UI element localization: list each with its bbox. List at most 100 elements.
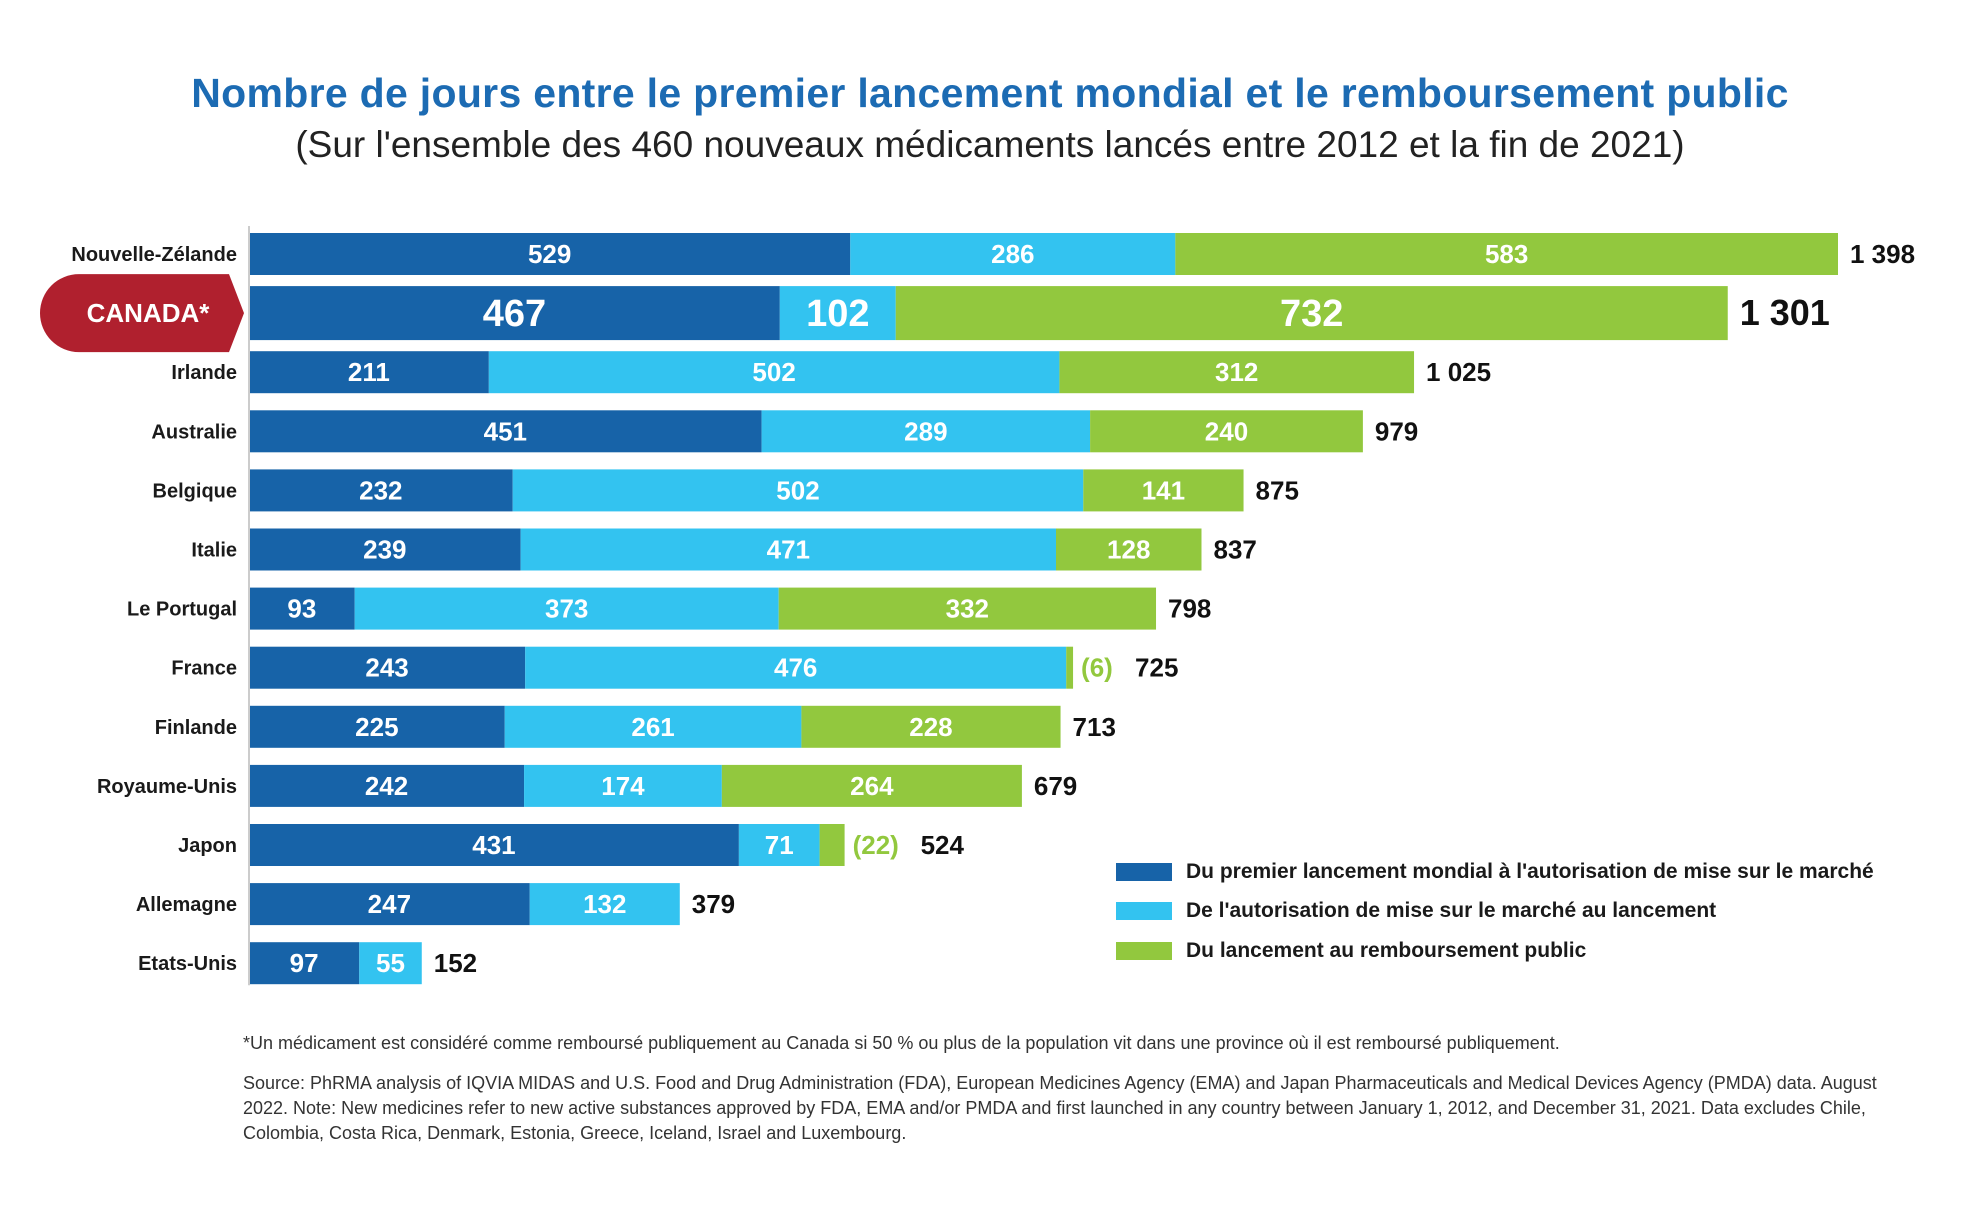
bar-segment-nouvelle-zelande-reimbursement: [1175, 233, 1838, 275]
bar-segment-finlande-approval: [249, 705, 505, 748]
segment-label-royaume-unis-launch: 174: [601, 771, 645, 801]
segment-label-australie-launch: 289: [904, 416, 947, 446]
category-label-le-portugal: Le Portugal: [127, 599, 237, 621]
total-label-etats-unis: 152: [434, 948, 477, 978]
category-label-japon: Japon: [178, 835, 237, 857]
total-label-italie: 837: [1213, 535, 1256, 565]
segment-label-finlande-reimbursement: 228: [909, 712, 952, 742]
bar-segment-canada-launch: [779, 286, 896, 341]
segment-label-finlande-approval: 225: [355, 712, 398, 742]
bar-segment-allemagne-approval: [249, 883, 530, 926]
bar-segment-etats-unis-launch: [359, 942, 422, 985]
total-label-france: 725: [1135, 653, 1178, 683]
segment-label-allemagne-approval: 247: [368, 889, 411, 919]
bar-segment-japon-approval: [249, 824, 739, 866]
segment-label-etats-unis-launch: 55: [376, 948, 405, 978]
chart-title: Nombre de jours entre le premier lanceme…: [191, 70, 1789, 116]
segment-label-australie-reimbursement: 240: [1205, 416, 1248, 446]
stacked-bar-chart: Nouvelle-Zélande 529 286 583 1 398 CANADA* 467…: [39, 226, 1915, 986]
bar-segment-italie-launch: [520, 528, 1057, 571]
bar-segment-australie-reimbursement: [1090, 410, 1363, 453]
legend-label-approval: Du premier lancement mondial à l'autoris…: [1186, 859, 1874, 883]
legend-label-reimbursement: Du lancement au remboursement public: [1186, 938, 1587, 962]
bar-segment-le-portugal-approval: [249, 587, 355, 630]
bar-segment-etats-unis-approval: [249, 942, 360, 985]
bar-segment-italie-approval: [249, 528, 521, 571]
total-label-japon: 524: [921, 830, 965, 860]
bar-segment-le-portugal-launch: [354, 587, 779, 630]
bar-segment-royaume-unis-launch: [524, 764, 722, 807]
canada-badge: [39, 274, 244, 353]
bar-segment-japon-reimbursement: [819, 824, 845, 866]
segment-label-belgique-approval: 232: [359, 475, 402, 505]
category-label-canada: CANADA*: [87, 298, 211, 328]
bar-segment-belgique-approval: [249, 469, 513, 512]
chart-legend: Du premier lancement mondial à l'autoris…: [1116, 852, 1874, 971]
segment-label-france-approval: 243: [365, 653, 408, 683]
category-label-france: France: [171, 658, 237, 680]
bar-segment-belgique-reimbursement: [1083, 469, 1244, 512]
bar-segment-allemagne-launch: [529, 883, 680, 926]
bar-segment-nouvelle-zelande-launch: [850, 233, 1176, 275]
category-label-australie: Australie: [151, 421, 237, 443]
bar-segment-nouvelle-zelande-approval: [249, 233, 851, 275]
segment-label-finlande-launch: 261: [631, 712, 674, 742]
segment-label-belgique-reimbursement: 141: [1142, 475, 1185, 505]
total-label-belgique: 875: [1256, 475, 1299, 505]
bar-segment-royaume-unis-reimbursement: [721, 764, 1022, 807]
bar-segment-australie-approval: [249, 410, 762, 453]
total-label-allemagne: 379: [692, 889, 735, 919]
segment-label-canada-approval: 467: [483, 293, 546, 335]
category-label-belgique: Belgique: [153, 480, 237, 502]
total-label-irlande: 1 025: [1426, 357, 1491, 387]
category-label-irlande: Irlande: [171, 362, 237, 384]
segment-label-royaume-unis-reimbursement: 264: [850, 771, 894, 801]
segment-label-canada-reimbursement: 732: [1280, 293, 1343, 335]
category-label-nouvelle-zelande: Nouvelle-Zélande: [71, 244, 237, 266]
segment-label-irlande-reimbursement: 312: [1215, 357, 1258, 387]
segment-label-le-portugal-reimbursement: 332: [946, 594, 989, 624]
segment-label-etats-unis-approval: 97: [290, 948, 319, 978]
bar-segment-irlande-reimbursement: [1059, 351, 1415, 394]
category-label-royaume-unis: Royaume-Unis: [97, 776, 237, 798]
category-label-etats-unis: Etats-Unis: [138, 953, 237, 975]
bar-segment-france-launch: [525, 646, 1067, 689]
segment-label-nouvelle-zelande-reimbursement: 583: [1485, 239, 1528, 269]
bar-segment-belgique-launch: [512, 469, 1084, 512]
category-label-allemagne: Allemagne: [136, 894, 237, 916]
segment-label-italie-reimbursement: 128: [1107, 535, 1150, 565]
legend-swatch-launch: [1116, 902, 1172, 921]
bar-segment-royaume-unis-approval: [249, 764, 525, 807]
legend-item-reimbursement: Du lancement au remboursement public: [1116, 931, 1874, 971]
bar-segment-france-reimbursement: [1066, 646, 1074, 689]
legend-label-launch: De l'autorisation de mise sur le marché …: [1186, 899, 1717, 923]
bar-segment-canada-reimbursement: [895, 286, 1728, 341]
category-label-italie: Italie: [191, 540, 237, 562]
total-label-australie: 979: [1375, 416, 1418, 446]
segment-label-canada-launch: 102: [806, 293, 869, 335]
legend-swatch-reimbursement: [1116, 941, 1172, 960]
source-note: Source: PhRMA analysis of IQVIA MIDAS an…: [243, 1073, 1877, 1143]
segment-label-royaume-unis-approval: 242: [365, 771, 408, 801]
segment-label-nouvelle-zelande-launch: 286: [991, 239, 1034, 269]
segment-label-italie-approval: 239: [363, 535, 406, 565]
total-label-le-portugal: 798: [1168, 594, 1211, 624]
segment-label-belgique-launch: 502: [776, 475, 819, 505]
segment-label-irlande-approval: 211: [348, 357, 390, 387]
segment-label-japon-launch: 71: [765, 830, 794, 860]
bar-segment-finlande-reimbursement: [801, 705, 1061, 748]
segment-label-japon-reimbursement: (22): [853, 830, 899, 860]
footnote: *Un médicament est considéré comme rembo…: [243, 1033, 1560, 1053]
total-label-finlande: 713: [1073, 712, 1116, 742]
segment-label-le-portugal-launch: 373: [545, 594, 588, 624]
total-label-royaume-unis: 679: [1034, 771, 1077, 801]
legend-swatch-approval: [1116, 862, 1172, 881]
bar-segment-le-portugal-reimbursement: [778, 587, 1157, 630]
category-label-finlande: Finlande: [155, 717, 237, 739]
bar-segment-japon-launch: [738, 824, 820, 866]
bar-segment-finlande-launch: [504, 705, 802, 748]
segment-label-irlande-launch: 502: [752, 357, 795, 387]
segment-label-allemagne-launch: 132: [583, 889, 626, 919]
bar-segment-australie-launch: [761, 410, 1091, 453]
bar-segment-italie-reimbursement: [1056, 528, 1202, 571]
